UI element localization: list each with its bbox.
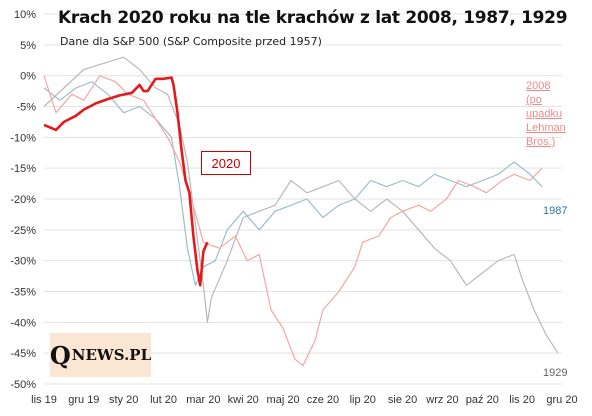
x-tick-label: sie 20	[388, 394, 417, 406]
label-2008-line: (po	[526, 94, 542, 106]
chart-title: Krach 2020 roku na tle krachów z lat 200…	[58, 8, 568, 28]
y-tick-label: -10%	[10, 132, 36, 144]
x-tick-label: kwi 20	[228, 394, 259, 406]
chart-subtitle: Dane dla S&P 500 (S&P Composite przed 19…	[60, 35, 322, 48]
y-tick-label: -35%	[10, 287, 36, 299]
series-label-2008: 2008 (po upadku Lehman Bros.)	[526, 79, 576, 149]
label-2008-line: Bros.)	[526, 136, 556, 148]
series-label-1929: 1929	[543, 367, 568, 379]
y-tick-label: -15%	[10, 163, 36, 175]
series-line-2008	[43, 75, 543, 367]
y-tick-label: -50%	[10, 379, 36, 391]
x-tick-label: lis 20	[509, 394, 535, 406]
x-tick-label: lip 20	[350, 394, 376, 406]
series-line-2020	[43, 76, 209, 287]
y-tick-label: -40%	[10, 317, 36, 329]
series-line-1929	[43, 56, 559, 354]
y-tick-label: 5%	[20, 40, 36, 52]
logo-text: NEWS.PL	[71, 346, 152, 364]
y-tick-label: -30%	[10, 256, 36, 268]
label-2008-line: upadku	[526, 108, 563, 120]
x-tick-label: maj 20	[267, 394, 300, 406]
label-2008-line: 2008	[526, 80, 551, 92]
x-tick-label: gru 20	[546, 394, 577, 406]
x-tick-label: paź 20	[466, 394, 499, 406]
y-tick-label: -20%	[10, 194, 36, 206]
y-tick-label: -5%	[16, 102, 36, 114]
series-lines	[43, 56, 559, 367]
x-tick-label: gru 19	[68, 394, 99, 406]
series-line-1987	[43, 81, 543, 286]
x-tick-label: lut 20	[150, 394, 177, 406]
qnews-logo: Q NEWS.PL	[50, 333, 151, 377]
series-label-1987: 1987	[543, 205, 568, 217]
x-tick-label: lis 19	[31, 394, 57, 406]
x-tick-label: mar 20	[186, 394, 220, 406]
x-axis-ticks: lis 19 gru 19 sty 20 lut 20 mar 20 kwi 20 maj …	[31, 394, 577, 406]
x-tick-label: wrz 20	[425, 394, 458, 406]
y-tick-label: -25%	[10, 225, 36, 237]
y-tick-label: 0%	[20, 71, 36, 83]
x-tick-label: sty 20	[109, 394, 138, 406]
logo-q: Q	[49, 340, 71, 370]
series-label-2020: 2020	[201, 151, 251, 175]
y-tick-label: -45%	[10, 348, 36, 360]
x-tick-label: cze 20	[307, 394, 339, 406]
gridlines	[44, 13, 562, 385]
label-2008-line: Lehman	[526, 122, 566, 134]
y-axis-ticks: 10% 5% 0% -5% -10% -15% -20% -25% -30% -35% -40% -4…	[10, 9, 36, 391]
y-tick-label: 10%	[14, 9, 36, 21]
